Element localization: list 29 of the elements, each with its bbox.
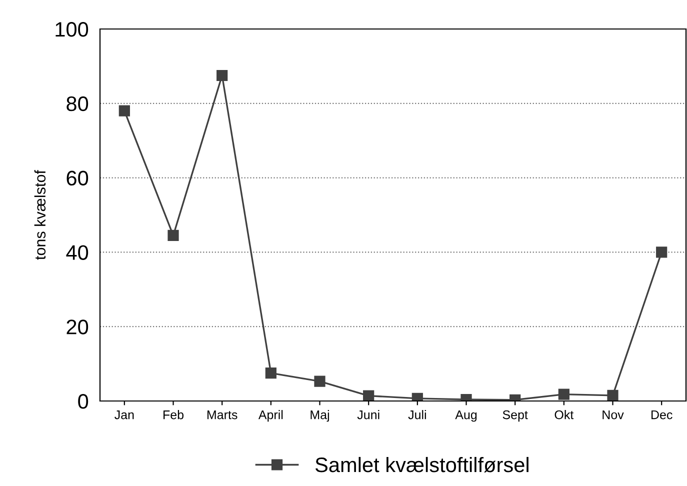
y-tick-label: 20 [66, 320, 88, 334]
y-axis-title: tons kvælstof [34, 170, 46, 260]
x-tick-label: Aug [455, 410, 477, 422]
y-tick-label: 40 [66, 245, 88, 260]
x-tick-label: Maj [310, 410, 329, 422]
y-tick-label: 0 [78, 394, 88, 409]
x-tick-label: Marts [207, 410, 238, 420]
point [168, 230, 179, 242]
point [607, 390, 618, 401]
x-tick-label: April [258, 410, 283, 422]
x-tick-label: Nov [602, 410, 624, 420]
point [314, 376, 326, 387]
legend-label: Samlet kvælstoftilførsel [315, 456, 528, 472]
x-tick-label: Juli [408, 410, 426, 420]
y-tick-label: 60 [66, 170, 88, 186]
x-tick-label: Jan [114, 410, 134, 420]
x-tick-label: Juni [357, 410, 380, 420]
x-tick-label: Sept [502, 410, 528, 422]
y-tick-label: 100 [56, 22, 88, 37]
point [656, 246, 668, 258]
point [363, 390, 374, 401]
x-tick-label: Okt [554, 410, 574, 420]
point [265, 368, 276, 379]
x-tick-label: Dec [651, 410, 672, 420]
point [216, 70, 228, 82]
x-tick-label: Feb [164, 410, 184, 420]
point [118, 105, 130, 116]
y-tick-label: 80 [66, 96, 88, 112]
point [558, 388, 570, 400]
